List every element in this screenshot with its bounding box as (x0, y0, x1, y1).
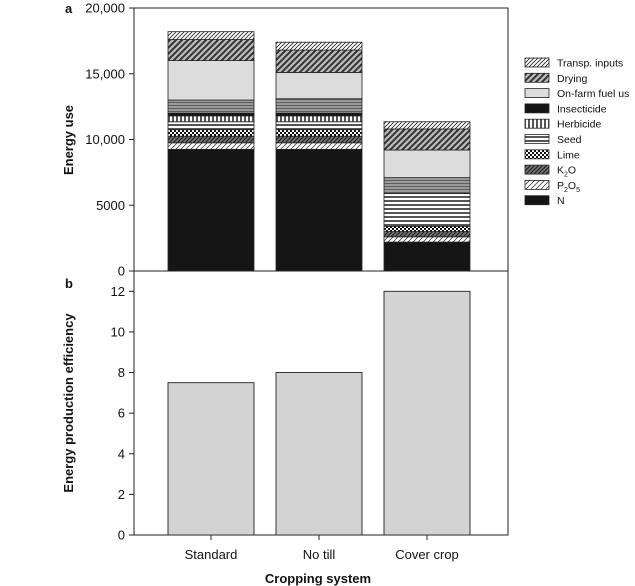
bar-segment-p2o5-cover-crop (383, 236, 471, 243)
bar-segment-on-farm-fuel-us-no-till (275, 72, 363, 100)
legend-label-lime: Lime (557, 149, 580, 161)
panel-b-y-tick-label: 6 (118, 406, 125, 421)
bar-segment-seed-standard (167, 121, 255, 131)
bar-segment-drying-standard (167, 39, 255, 62)
legend-label-ko: K2O (557, 165, 576, 179)
bar-segment-transp-inputs-cover-crop (383, 121, 471, 130)
bar-segment-herbicide-no-till (275, 115, 363, 123)
panel-b-y-tick-label: 10 (111, 324, 125, 339)
bar-segment-lime-cover-crop (383, 225, 471, 232)
panel-b-y-tick-label: 0 (118, 528, 125, 543)
panel-b-y-axis-label: Energy production efficiency (61, 313, 76, 493)
panel-a-y-axis-label: Energy use (61, 105, 76, 175)
bar-segment-n-cover-crop (383, 241, 471, 272)
bar-segment-herbicide-standard (167, 115, 255, 123)
x-tick-label-cover-crop: Cover crop (395, 547, 459, 562)
bar-segment-n-no-till (275, 148, 363, 272)
legend-label-seed: Seed (557, 134, 582, 146)
panel-b-y-tick-label: 12 (111, 284, 125, 299)
legend-label-n: N (557, 195, 565, 207)
legend-swatch-n (524, 195, 550, 206)
panel-a: a Energy use 0 5000 10,000 15,000 20,000 Tra… (61, 1, 629, 279)
panel-a-y-tick-label: 10,000 (85, 132, 125, 147)
panel-b-y-tick-label: 4 (118, 446, 125, 461)
legend-swatch-transp-inputs (524, 57, 550, 68)
bar-segment-on-farm-fuel-use-no-till (275, 98, 363, 114)
efficiency-bar-no-till (275, 372, 363, 536)
bar-segment-drying-cover-crop (383, 128, 471, 151)
panel-a-y-tick-label: 5000 (96, 198, 125, 213)
bar-segment-transp-inputs-standard (167, 31, 255, 40)
x-tick-label-standard: Standard (185, 547, 238, 562)
bar-segment-on-farm-fuel-use-cover-crop (383, 177, 471, 194)
panel-a-legend: Transp. inputs Drying On-farm fuel us Insec… (524, 57, 629, 207)
efficiency-bar-standard (167, 382, 255, 536)
legend-swatch-drying (524, 72, 550, 83)
panel-b-label: b (65, 276, 73, 291)
legend-swatch-ko (524, 164, 550, 175)
bar-segment-k2o-standard (167, 135, 255, 144)
legend-label-drying: Drying (557, 73, 588, 85)
bar-segment-lime-no-till (275, 129, 363, 137)
legend-label-insecticide: Insecticide (557, 103, 607, 115)
legend-label-transp-inputs: Transp. inputs (557, 58, 623, 70)
panel-a-y-tick-label: 15,000 (85, 66, 125, 81)
bar-segment-seed-no-till (275, 121, 363, 131)
legend-label-herbicide: Herbicide (557, 119, 602, 131)
x-tick-label-no-till: No till (303, 547, 336, 562)
panel-b-y-tick-label: 2 (118, 487, 125, 502)
bar-segment-on-farm-fuel-use-standard (167, 99, 255, 114)
legend-swatch-po (524, 179, 550, 190)
bar-segment-k2o-no-till (275, 135, 363, 144)
panel-b-y-tick-label: 8 (118, 365, 125, 380)
bar-segment-drying-no-till (275, 49, 363, 73)
bar-segment-k2o-cover-crop (383, 231, 471, 238)
panel-a-y-tick-label: 20,000 (85, 1, 125, 16)
bar-segment-p2o5-no-till (275, 142, 363, 150)
bar-segment-on-farm-fuel-us-standard (167, 60, 255, 101)
legend-swatch-on-farm-fuel-us (524, 88, 550, 98)
legend-label-po: P2O5 (557, 180, 580, 194)
bar-segment-n-standard (167, 148, 255, 272)
legend-swatch-herbicide (524, 118, 550, 129)
bar-segment-on-farm-fuel-us-cover-crop (383, 149, 471, 179)
panel-a-y-tick-label: 0 (118, 264, 125, 279)
legend-swatch-seed (524, 134, 550, 144)
bar-segment-lime-standard (167, 129, 255, 137)
legend-swatch-insecticide (524, 103, 550, 114)
legend-label-on-farm-fuel-us: On-farm fuel us (557, 88, 629, 100)
panel-b: b Energy production efficiency 0 2 4 6 8 10 12… (61, 270, 509, 586)
bar-segment-transp-inputs-no-till (275, 41, 363, 51)
legend-swatch-lime (524, 149, 550, 160)
efficiency-bar-cover-crop (383, 290, 471, 536)
x-axis-title: Cropping system (265, 571, 371, 586)
bar-segment-seed-cover-crop (383, 193, 471, 227)
panel-a-label: a (65, 1, 73, 16)
bar-segment-p2o5-standard (167, 142, 255, 150)
